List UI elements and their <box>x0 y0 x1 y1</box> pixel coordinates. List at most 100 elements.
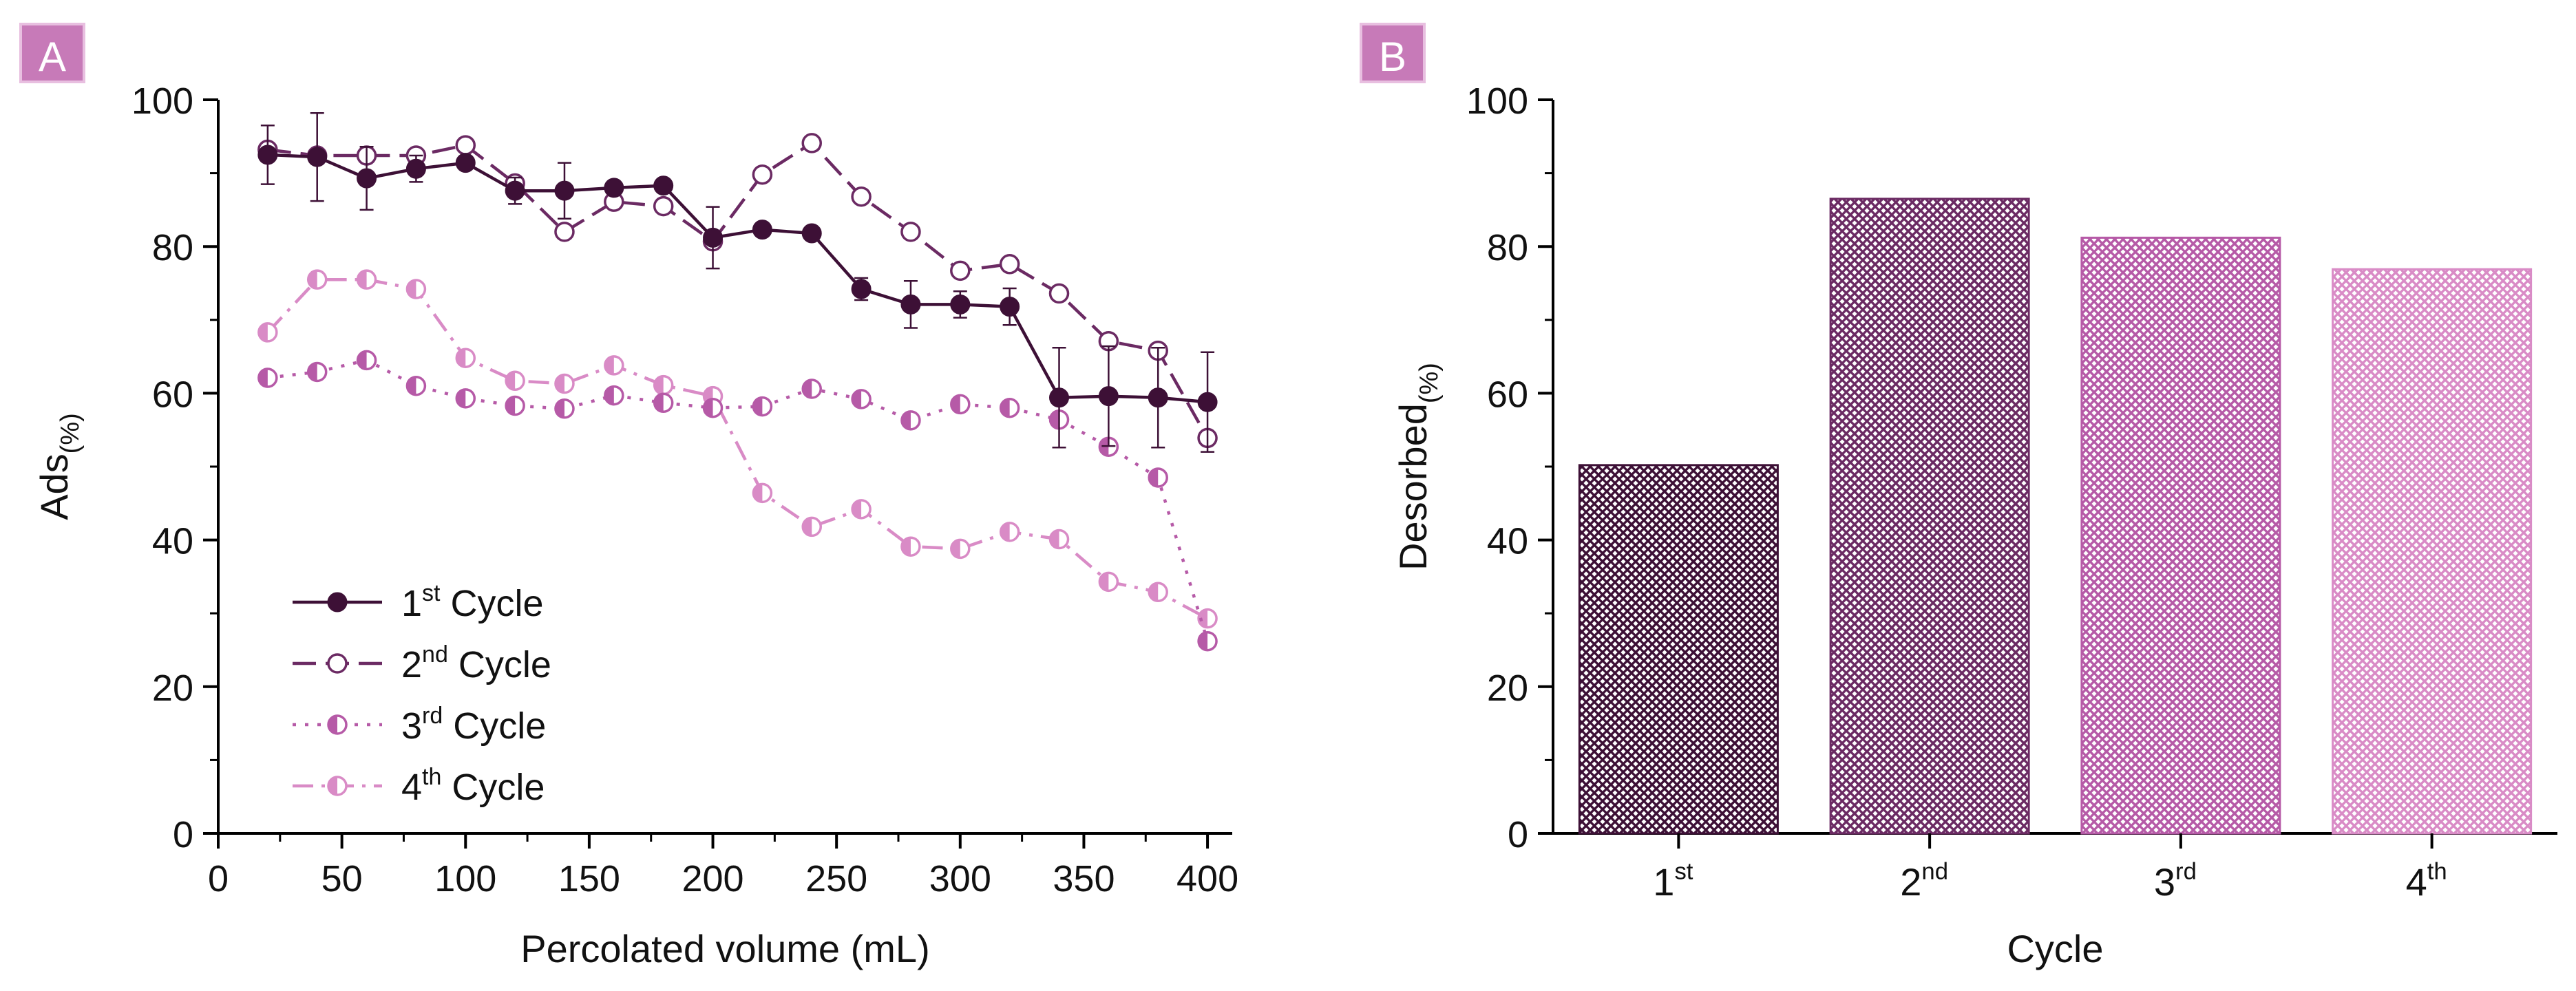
panel-a-y-tick-label: 20 <box>152 668 193 709</box>
series-1-point <box>703 227 724 248</box>
legend-marker <box>327 776 348 796</box>
bar-cycle-3 <box>2080 236 2281 835</box>
series-2 <box>257 133 1218 449</box>
legend-item-4: 4th Cycle <box>293 764 545 808</box>
legend-label: 2nd Cycle <box>401 641 551 685</box>
series-4-point <box>950 538 971 560</box>
legend-marker <box>327 653 348 674</box>
panel-b-y-axis-label: Desorbed(%) <box>1391 363 1444 571</box>
series-2-point <box>900 222 921 242</box>
legend-label: 1st Cycle <box>401 580 544 624</box>
series-1-line <box>267 153 1208 404</box>
panel-a-legend: 1st Cycle 2nd Cycle 3rd Cycle 4th Cycle <box>293 580 551 808</box>
panel-a-x-tick-label: 200 <box>682 858 743 899</box>
series-4-point <box>306 269 328 290</box>
panel-a-y-tick-label: 100 <box>131 81 193 122</box>
panel-a-x-tick-label: 300 <box>929 858 991 899</box>
series-3-point <box>554 398 575 419</box>
series-1-point <box>851 279 872 299</box>
series-2-point <box>455 135 476 156</box>
panel-b-badge: B <box>1360 23 1426 83</box>
series-4-point <box>752 482 773 504</box>
panel-a-y-tick-label: 60 <box>152 374 193 415</box>
panel-b-x-tick-label: 3rd <box>2154 858 2197 904</box>
series-2-point <box>999 254 1020 275</box>
series-2-point <box>653 195 674 217</box>
panel-a-x-axis-label: Percolated volume (mL) <box>520 927 929 970</box>
panel-a-y-tick-label: 0 <box>173 814 193 855</box>
series-2-point <box>554 222 575 242</box>
bar-cycle-1 <box>1578 464 1779 835</box>
legend-item-2: 2nd Cycle <box>293 641 551 685</box>
series-4 <box>257 269 1218 629</box>
series-1-point <box>950 294 971 315</box>
panel-b-y-tick-label: 40 <box>1487 521 1528 562</box>
series-3-point <box>702 397 724 418</box>
series-1-point <box>604 178 624 198</box>
series-3-point <box>257 367 278 388</box>
legend-item-1: 1st Cycle <box>293 580 544 624</box>
series-4-point <box>851 499 872 520</box>
series-4-point <box>1197 608 1218 629</box>
panel-b-badge-box <box>1360 23 1426 83</box>
series-4-point <box>257 322 278 343</box>
panel-a-x-tick-label: 100 <box>434 858 496 899</box>
panel-a-x-tick-label: 350 <box>1053 858 1115 899</box>
legend-item-3: 3rd Cycle <box>293 703 546 747</box>
panel-b-y-tick-label: 80 <box>1487 227 1528 268</box>
series-4-point <box>455 348 476 368</box>
panel-a-y-tick-label: 80 <box>152 227 193 268</box>
series-3 <box>257 350 1218 652</box>
series-1-point <box>1148 387 1168 408</box>
series-3-point <box>356 350 377 371</box>
series-3-point <box>1197 630 1218 652</box>
panel-a: A 0 20 40 60 80 100 0 50 100 150 200 250 300 350 400 Per… <box>19 23 1238 970</box>
series-4-point <box>1098 571 1119 593</box>
panel-b-x-tick-label: 1st <box>1653 858 1693 904</box>
panel-a-y-axis-label: Ads(%) <box>32 413 85 520</box>
series-4-point <box>554 373 575 394</box>
series-1-point <box>307 147 328 167</box>
series-4-point <box>604 355 624 376</box>
series-1-point <box>752 220 772 240</box>
panel-a-x-tick-label: 150 <box>558 858 620 899</box>
series-4-point <box>999 522 1020 542</box>
series-4-point <box>900 536 921 557</box>
series-2-point <box>801 133 822 153</box>
series-2-point <box>950 260 971 281</box>
panel-a-badge-box <box>19 23 85 83</box>
series-3-point <box>604 385 624 406</box>
series-1-point <box>257 145 278 165</box>
series-1-point <box>357 168 377 189</box>
series-4-point <box>505 370 525 392</box>
series-1-point <box>405 158 426 179</box>
series-1-point <box>1098 386 1119 407</box>
series-3-point <box>752 396 773 417</box>
series-3-point <box>900 410 921 431</box>
panel-a-badge: A <box>19 23 85 83</box>
series-3-point <box>455 388 476 409</box>
panel-b-x-tick-label: 4th <box>2406 858 2447 904</box>
bar-cycle-2 <box>1829 198 2030 835</box>
panel-b-x-axis-label: Cycle <box>2007 927 2103 970</box>
series-1-point <box>1197 392 1218 412</box>
panel-b-y-tick-label: 60 <box>1487 374 1528 415</box>
series-4-point <box>653 374 674 396</box>
series-4-point <box>1048 529 1070 550</box>
panel-a-x-tick-label: 0 <box>208 858 229 899</box>
series-3-point <box>306 361 328 383</box>
series-2-point <box>851 186 872 207</box>
panel-b-y-tick-label: 0 <box>1508 814 1528 855</box>
panel-b-x-tick-label: 2nd <box>1900 858 1948 904</box>
panel-a-x-tick-label: 50 <box>321 858 363 899</box>
series-3-point <box>653 392 674 414</box>
series-4-point <box>405 279 427 299</box>
panel-a-y-tick-label: 40 <box>152 521 193 562</box>
series-1 <box>257 111 1218 453</box>
panel-a-x-tick-label: 250 <box>805 858 867 899</box>
series-3-point <box>801 379 822 399</box>
series-1-point <box>900 294 921 315</box>
legend-marker <box>327 714 348 735</box>
panel-b: B 0 20 40 60 80 100 1st 2nd 3rd 4th Cycle Desorbed(%… <box>1360 23 2557 970</box>
series-1-point <box>653 175 674 196</box>
